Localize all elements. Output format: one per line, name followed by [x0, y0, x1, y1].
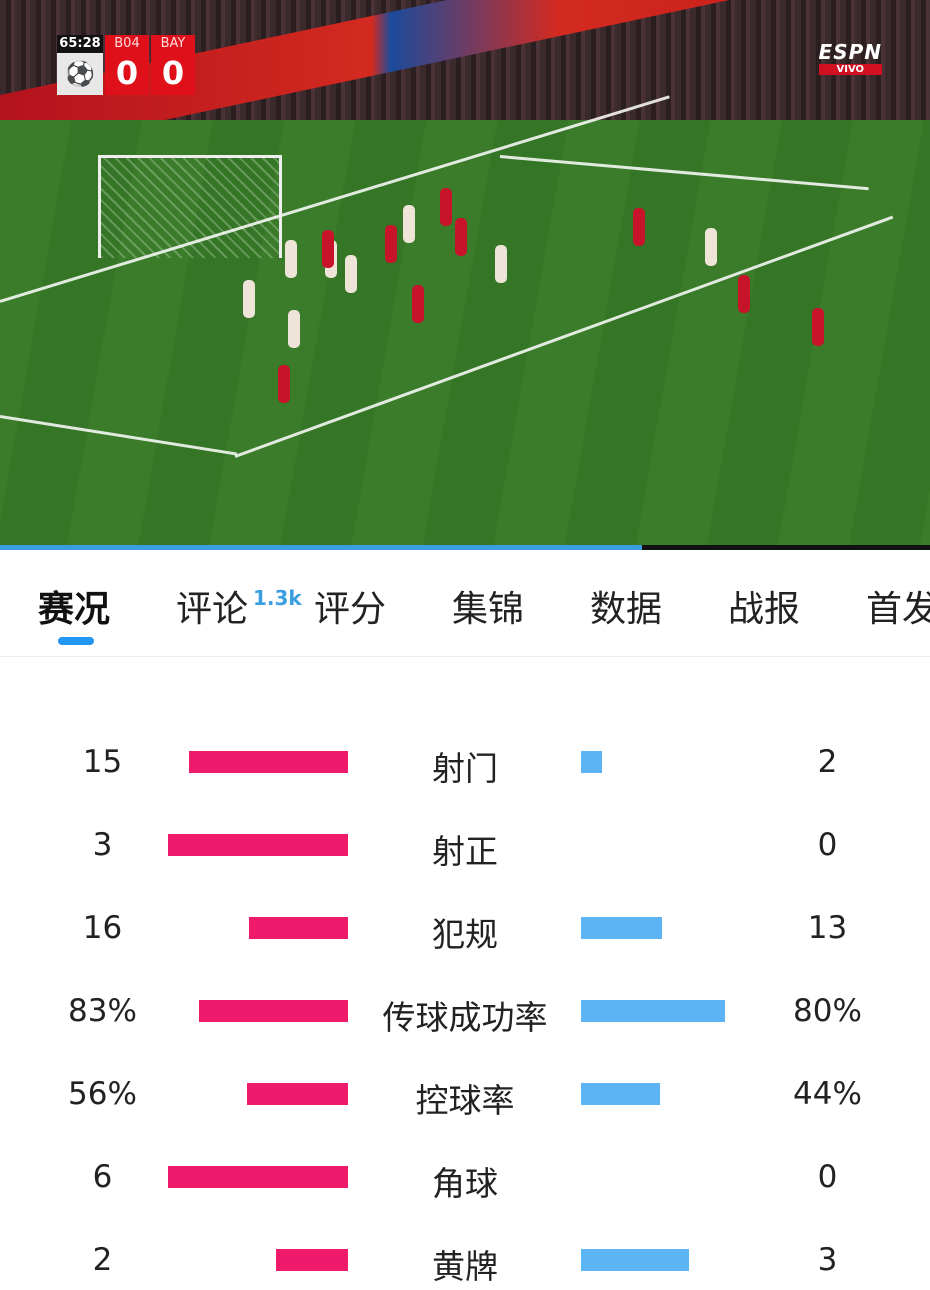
tab-live[interactable]: 赛况 [38, 589, 111, 630]
goal [98, 155, 282, 258]
stat-row: 2 黄牌 3 [0, 1230, 930, 1290]
stat-label: 射门 [432, 749, 498, 788]
stat-row: 15 射门 2 [0, 732, 930, 792]
home-value: 6 [92, 1159, 113, 1195]
tab-lineup[interactable]: 首发 [866, 589, 930, 630]
stat-label: 黄牌 [432, 1247, 498, 1286]
stat-row: 16 犯规 13 [0, 898, 930, 958]
away-value: 2 [817, 744, 838, 780]
home-bar [189, 751, 348, 773]
home-value: 15 [82, 744, 123, 780]
home-bar [276, 1249, 348, 1271]
active-tab-indicator [58, 637, 94, 645]
away-bar [581, 1000, 725, 1022]
scoreboard: 65:28 ⚽ B04 0 BAY 0 [57, 35, 195, 95]
away-bar [581, 1083, 661, 1105]
pitch [0, 120, 930, 548]
bundesliga-logo-icon: ⚽ [57, 53, 103, 95]
broadcaster-logo: ESPN VIVO [818, 40, 882, 75]
tab-ratings[interactable]: 评分 [314, 589, 387, 630]
away-team: BAY 0 [151, 35, 195, 95]
live-badge: VIVO [818, 64, 882, 75]
away-abbr: BAY [160, 36, 186, 51]
tab-bar: 赛况 评论 1.3k 评分 集锦 数据 战报 首发 [0, 550, 930, 657]
stat-label: 角球 [432, 1164, 498, 1203]
stat-label: 传球成功率 [382, 998, 548, 1037]
video-progress-bar[interactable] [0, 545, 930, 550]
stat-row: 83% 传球成功率 80% [0, 981, 930, 1041]
stat-row: 6 角球 0 [0, 1147, 930, 1207]
comments-count-badge: 1.3k [253, 586, 302, 610]
away-bar [581, 751, 603, 773]
away-value: 13 [807, 910, 848, 946]
stat-row: 56% 控球率 44% [0, 1064, 930, 1124]
away-value: 80% [793, 993, 862, 1029]
away-score: 0 [161, 54, 185, 92]
video-progress-fill [0, 545, 642, 550]
away-bar [581, 917, 662, 939]
stat-label: 犯规 [432, 915, 498, 954]
tab-report[interactable]: 战报 [728, 589, 801, 630]
away-value: 0 [817, 827, 838, 863]
video-player[interactable]: 65:28 ⚽ B04 0 BAY 0 ESPN VIVO [0, 0, 930, 548]
away-bar [581, 1249, 689, 1271]
home-team: B04 0 [105, 35, 149, 95]
stat-row: 3 射正 0 [0, 815, 930, 875]
stat-label: 控球率 [415, 1081, 515, 1120]
away-value: 44% [793, 1076, 862, 1112]
home-abbr: B04 [114, 36, 140, 51]
away-value: 0 [817, 1159, 838, 1195]
home-bar [198, 1000, 348, 1022]
tab-highlights[interactable]: 集锦 [452, 589, 525, 630]
home-value: 16 [82, 910, 123, 946]
home-value: 83% [68, 993, 137, 1029]
home-value: 2 [92, 1242, 113, 1278]
tab-comments[interactable]: 评论 [176, 589, 249, 630]
home-bar [168, 834, 348, 856]
tab-stats[interactable]: 数据 [590, 589, 663, 630]
espn-logo: ESPN [818, 40, 882, 64]
home-value: 56% [68, 1076, 137, 1112]
home-value: 3 [92, 827, 113, 863]
home-bar [247, 1083, 348, 1105]
home-bar [168, 1166, 348, 1188]
home-bar [248, 917, 348, 939]
home-score: 0 [115, 54, 139, 92]
away-value: 3 [817, 1242, 838, 1278]
stat-label: 射正 [432, 832, 498, 871]
match-clock: 65:28 [57, 35, 103, 53]
